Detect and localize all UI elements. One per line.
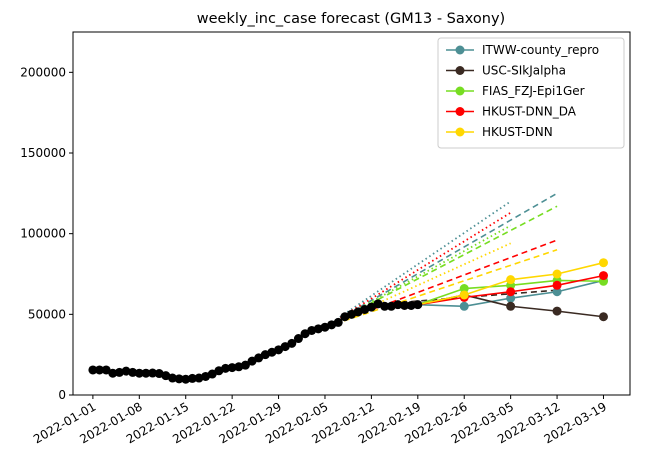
observed-point-37 (333, 317, 343, 327)
legend: ITWW-county_repro USC-SIkJalpha FIAS_FZJ-E… (437, 37, 625, 149)
legend-marker-3 (455, 107, 465, 116)
observed-point-14 (181, 374, 191, 384)
series-0-point-2 (506, 293, 516, 303)
observed-point-23 (240, 360, 250, 370)
legend-label-4: HKUST-DNN (482, 125, 553, 139)
series-1-point-4 (598, 312, 608, 322)
observed-point-1 (95, 365, 105, 375)
legend-label-3: HKUST-DNN_DA (482, 105, 577, 119)
observed-point-7 (134, 368, 144, 378)
plot-frame (72, 31, 631, 396)
series-3-point-3 (552, 280, 562, 290)
y-tick-label-4: 200000 (20, 65, 66, 79)
legend-marker-0 (455, 45, 465, 55)
observed-point-47 (400, 300, 410, 310)
observed-point-13 (174, 374, 184, 384)
series-0-point-3 (552, 287, 562, 297)
series-3-point-2 (506, 287, 516, 297)
legend-label-2: FIAS_FZJ-Epi1Ger (482, 84, 585, 98)
observed-point-8 (141, 368, 151, 378)
series-2-upper-80-line (324, 224, 512, 329)
legend-marker-1 (455, 66, 465, 75)
legend-label-1: USC-SIkJalpha (482, 64, 566, 78)
series-4-point-1 (459, 290, 469, 300)
y-tick-label-2: 100000 (20, 227, 66, 241)
y-tick-label-0: 0 (58, 388, 66, 402)
series-4-upper-95-line (324, 249, 558, 328)
observed-point-21 (227, 363, 237, 373)
observed-point-6 (128, 367, 138, 377)
observed-point-0 (88, 365, 98, 375)
series-0-upper-95-line (324, 192, 558, 328)
observed-point-12 (167, 373, 177, 383)
series-4-point-2 (506, 275, 516, 285)
series-0-point-1 (459, 301, 469, 311)
observed-point-31 (293, 334, 303, 344)
observed-point-15 (187, 373, 197, 383)
observed-point-48 (406, 300, 416, 310)
legend-box (437, 37, 625, 149)
observed-point-44 (380, 301, 390, 311)
series-4-point-3 (552, 269, 562, 279)
y-tick-label-3: 150000 (20, 146, 66, 160)
observed-point-49 (413, 300, 423, 310)
series-2-point-1 (459, 284, 469, 294)
plot-area (88, 192, 608, 384)
observed-point-46 (393, 300, 403, 310)
y-tick-label-1: 50000 (28, 307, 66, 321)
observed-line (92, 302, 418, 380)
observed-point-3 (108, 368, 118, 378)
observed-point-9 (148, 368, 158, 378)
series-3-point-4 (598, 271, 608, 281)
chart-title: weekly_inc_case forecast (GM13 - Saxony) (197, 11, 505, 27)
series-1-point-3 (552, 306, 562, 316)
series-0-upper-80-line (324, 200, 512, 328)
series-4-point-4 (598, 258, 608, 268)
observed-point-30 (287, 338, 297, 348)
series-1-point-2 (506, 301, 516, 311)
observed-point-20 (221, 363, 231, 373)
legend-marker-2 (455, 86, 465, 96)
legend-marker-4 (455, 127, 465, 137)
legend-label-0: ITWW-county_repro (482, 43, 599, 57)
